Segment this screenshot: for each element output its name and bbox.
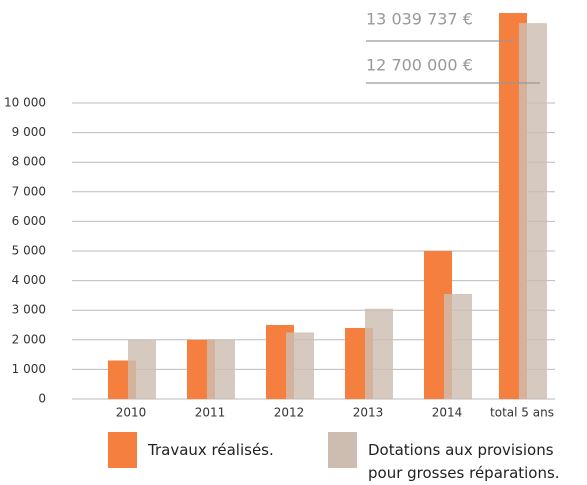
x-tick-label: 2013 <box>353 406 384 420</box>
x-tick-label: 2010 <box>116 406 147 420</box>
bar <box>365 308 393 399</box>
x-tick-label: 2011 <box>195 406 226 420</box>
y-tick-label: 10 000 <box>4 96 46 110</box>
bar <box>286 332 314 399</box>
bar <box>207 339 235 399</box>
x-tick-label: 2014 <box>432 406 463 420</box>
y-tick-label: 5 000 <box>12 244 46 258</box>
y-tick-label: 2 000 <box>12 332 46 346</box>
y-tick-label: 1 000 <box>12 362 46 376</box>
y-tick-label: 7 000 <box>12 184 46 198</box>
x-tick-label: 2012 <box>274 406 305 420</box>
y-tick-label: 0 <box>38 392 46 406</box>
legend-label: Travaux réalisés. <box>148 441 274 459</box>
value-label: 12 700 000 € <box>366 56 473 75</box>
value-label: 13 039 737 € <box>366 10 473 29</box>
legend-swatch <box>328 432 357 468</box>
y-tick-label: 4 000 <box>12 273 46 287</box>
bar <box>519 23 547 400</box>
legend-swatch <box>108 432 137 468</box>
bar <box>128 339 156 399</box>
y-tick-label: 8 000 <box>12 155 46 169</box>
y-tick-label: 9 000 <box>12 125 46 139</box>
legend-label: Dotations aux provisions pour grosses ré… <box>368 441 560 482</box>
x-tick-label: total 5 ans <box>490 406 554 420</box>
y-tick-label: 6 000 <box>12 214 46 228</box>
y-tick-label: 3 000 <box>12 303 46 317</box>
bar <box>444 293 472 399</box>
